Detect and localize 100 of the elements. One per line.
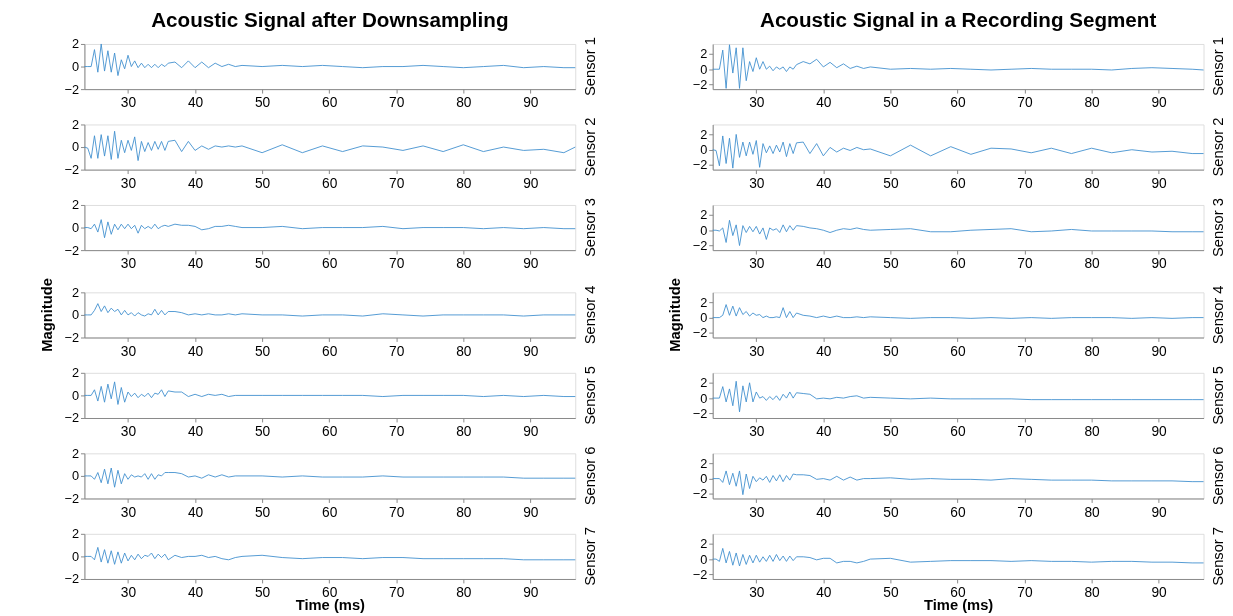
x-tick-label: 50 bbox=[254, 585, 271, 601]
x-tick-label: 30 bbox=[749, 95, 765, 111]
x-tick-label: 50 bbox=[254, 256, 271, 272]
x-tick-label: 80 bbox=[456, 256, 472, 272]
chart-title: Acoustic Signal after Downsampling bbox=[151, 8, 509, 32]
y-tick-label: 0 bbox=[700, 142, 708, 158]
y-tick-label: 2 bbox=[71, 197, 80, 213]
line-series bbox=[712, 547, 1204, 567]
line-series bbox=[83, 381, 576, 405]
y-tick-label: 0 bbox=[71, 548, 80, 564]
x-tick-label: 90 bbox=[1151, 256, 1168, 272]
x-tick-label: 30 bbox=[749, 504, 765, 520]
y-tick-label: −2 bbox=[692, 76, 708, 92]
x-tick-label: 60 bbox=[950, 504, 966, 520]
y-tick-label: 2 bbox=[700, 536, 708, 552]
x-tick-label: 70 bbox=[1017, 585, 1033, 601]
x-tick-label: 80 bbox=[1084, 585, 1101, 601]
x-tick-label: 40 bbox=[187, 504, 204, 520]
x-tick-label: 90 bbox=[1151, 504, 1168, 520]
line-series bbox=[712, 304, 1204, 319]
x-tick-label: 70 bbox=[389, 424, 405, 440]
x-tick-label: 40 bbox=[816, 585, 832, 601]
x-tick-label: 90 bbox=[523, 424, 539, 440]
y-axis-title: Sensor 5 bbox=[1210, 365, 1227, 425]
x-tick-label: 30 bbox=[120, 95, 137, 111]
x-tick-label: 30 bbox=[120, 175, 137, 191]
x-tick-label: 50 bbox=[883, 175, 899, 191]
x-tick-label: 70 bbox=[1017, 504, 1033, 520]
x-tick-label: 90 bbox=[1151, 424, 1168, 440]
x-tick-label: 40 bbox=[816, 175, 832, 191]
x-tick-label: 80 bbox=[456, 504, 472, 520]
x-tick-label: 30 bbox=[749, 585, 765, 601]
y-axis-title: Sensor 3 bbox=[581, 198, 598, 258]
y-tick-label: 2 bbox=[700, 46, 708, 62]
y-tick-label: 2 bbox=[700, 207, 708, 223]
x-tick-label: 40 bbox=[816, 504, 832, 520]
line-series bbox=[83, 219, 576, 239]
y-tick-label: −2 bbox=[692, 157, 708, 173]
x-tick-label: 80 bbox=[456, 585, 472, 601]
x-tick-label: 30 bbox=[749, 343, 765, 359]
y-tick-label: −2 bbox=[64, 162, 80, 178]
x-tick-label: 80 bbox=[1084, 256, 1101, 272]
y-tick-label: 0 bbox=[71, 219, 80, 235]
y-axis-title: Sensor 7 bbox=[581, 526, 598, 586]
x-tick-label: 70 bbox=[1017, 424, 1033, 440]
x-tick-label: 90 bbox=[523, 585, 539, 601]
x-tick-label: 70 bbox=[1017, 95, 1033, 111]
y-tick-label: 2 bbox=[71, 445, 80, 461]
x-tick-label: 30 bbox=[120, 504, 137, 520]
y-axis-title: Sensor 7 bbox=[1210, 526, 1227, 586]
y-tick-label: −2 bbox=[64, 81, 80, 97]
y-tick-label: 0 bbox=[71, 139, 80, 155]
line-series bbox=[83, 546, 576, 565]
y-tick-label: −2 bbox=[64, 410, 80, 426]
y-tick-label: −2 bbox=[692, 405, 708, 421]
x-tick-label: 50 bbox=[883, 256, 899, 272]
y-tick-label: −2 bbox=[692, 237, 708, 253]
x-tick-label: 60 bbox=[322, 343, 338, 359]
x-tick-label: 80 bbox=[1084, 424, 1101, 440]
y-tick-label: 2 bbox=[71, 526, 80, 542]
text: Magnitude bbox=[667, 278, 684, 352]
x-tick-label: 90 bbox=[1151, 95, 1168, 111]
x-tick-label: 40 bbox=[187, 256, 204, 272]
y-axis-title: Sensor 4 bbox=[581, 285, 598, 345]
x-tick-label: 70 bbox=[389, 504, 405, 520]
line-series bbox=[712, 44, 1204, 89]
x-tick-label: 30 bbox=[120, 256, 137, 272]
x-tick-label: 80 bbox=[1084, 95, 1101, 111]
y-axis-title: Sensor 3 bbox=[1210, 198, 1227, 258]
x-tick-label: 70 bbox=[389, 95, 405, 111]
x-tick-label: 70 bbox=[1017, 175, 1033, 191]
x-tick-label: 60 bbox=[950, 175, 966, 191]
x-tick-label: 80 bbox=[456, 95, 472, 111]
x-tick-label: 50 bbox=[883, 504, 899, 520]
x-tick-label: 80 bbox=[1084, 175, 1101, 191]
y-tick-label: 0 bbox=[71, 387, 80, 403]
y-tick-label: 0 bbox=[700, 310, 708, 326]
x-tick-label: 40 bbox=[816, 256, 832, 272]
y-tick-label: 2 bbox=[71, 284, 80, 300]
x-tick-label: 90 bbox=[1151, 343, 1168, 359]
y-tick-label: 0 bbox=[700, 551, 708, 567]
x-axis-title: Time (ms) bbox=[295, 596, 366, 613]
y-tick-label: 2 bbox=[700, 375, 708, 391]
x-tick-label: 60 bbox=[322, 424, 338, 440]
y-tick-label: 0 bbox=[700, 471, 708, 487]
y-axis-title: Sensor 1 bbox=[581, 37, 598, 97]
x-tick-label: 40 bbox=[816, 95, 832, 111]
x-tick-label: 70 bbox=[389, 256, 405, 272]
y-axis-title: Sensor 2 bbox=[1210, 117, 1227, 177]
y-axis-title: Sensor 2 bbox=[581, 117, 598, 177]
x-tick-label: 50 bbox=[254, 504, 271, 520]
y-tick-label: −2 bbox=[64, 571, 80, 587]
x-tick-label: 80 bbox=[456, 175, 472, 191]
x-tick-label: 40 bbox=[187, 585, 204, 601]
x-tick-label: 60 bbox=[950, 95, 966, 111]
y-axis-title: Sensor 4 bbox=[1210, 285, 1227, 345]
x-tick-label: 50 bbox=[883, 343, 899, 359]
x-tick-label: 50 bbox=[254, 95, 271, 111]
x-tick-label: 90 bbox=[1151, 175, 1168, 191]
x-tick-label: 30 bbox=[120, 585, 137, 601]
